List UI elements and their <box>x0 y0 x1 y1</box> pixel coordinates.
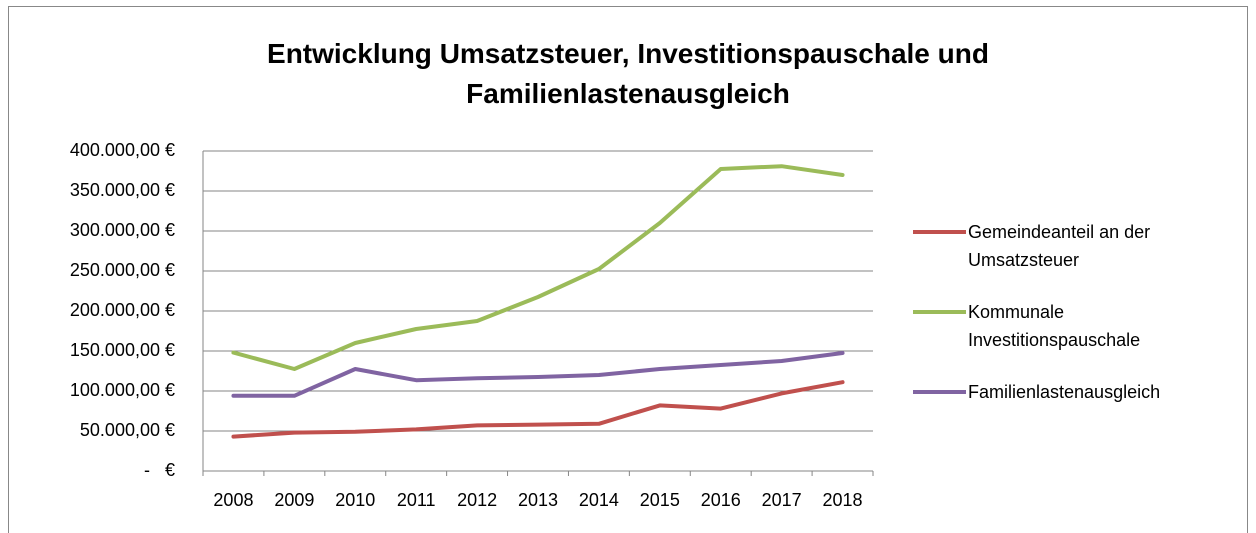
x-tick-label: 2016 <box>701 490 741 510</box>
y-tick-label: 100.000,00 € <box>70 380 175 400</box>
x-tick-label: 2015 <box>640 490 680 510</box>
x-tick-label: 2009 <box>274 490 314 510</box>
legend-label: Familienlastenausgleich <box>968 382 1161 402</box>
x-tick-label: 2008 <box>213 490 253 510</box>
chart-title: Entwicklung Umsatzsteuer, Investitionspa… <box>267 38 989 109</box>
chart-frame <box>8 6 1248 533</box>
series-line <box>231 351 845 398</box>
x-tick-label: 2017 <box>762 490 802 510</box>
x-tick-label: 2012 <box>457 490 497 510</box>
series-line <box>231 380 845 439</box>
y-tick-label: 150.000,00 € <box>70 340 175 360</box>
x-tick-label: 2011 <box>397 490 436 510</box>
series-line <box>231 164 845 371</box>
y-tick-label: - € <box>144 460 175 480</box>
x-tick-label: 2013 <box>518 490 558 510</box>
y-tick-label: 400.000,00 € <box>70 140 175 160</box>
y-tick-label: 300.000,00 € <box>70 220 175 240</box>
y-tick-label: 250.000,00 € <box>70 260 175 280</box>
x-tick-label: 2010 <box>335 490 375 510</box>
y-tick-label: 50.000,00 € <box>80 420 175 440</box>
legend-label: Gemeindeanteil an der Umsatzsteuer <box>968 222 1151 270</box>
y-tick-label: 200.000,00 € <box>70 300 175 320</box>
legend-label: Kommunale Investitionspauschale <box>968 302 1141 350</box>
x-tick-label: 2018 <box>823 490 863 510</box>
x-tick-label: 2014 <box>579 490 619 510</box>
y-tick-label: 350.000,00 € <box>70 180 175 200</box>
